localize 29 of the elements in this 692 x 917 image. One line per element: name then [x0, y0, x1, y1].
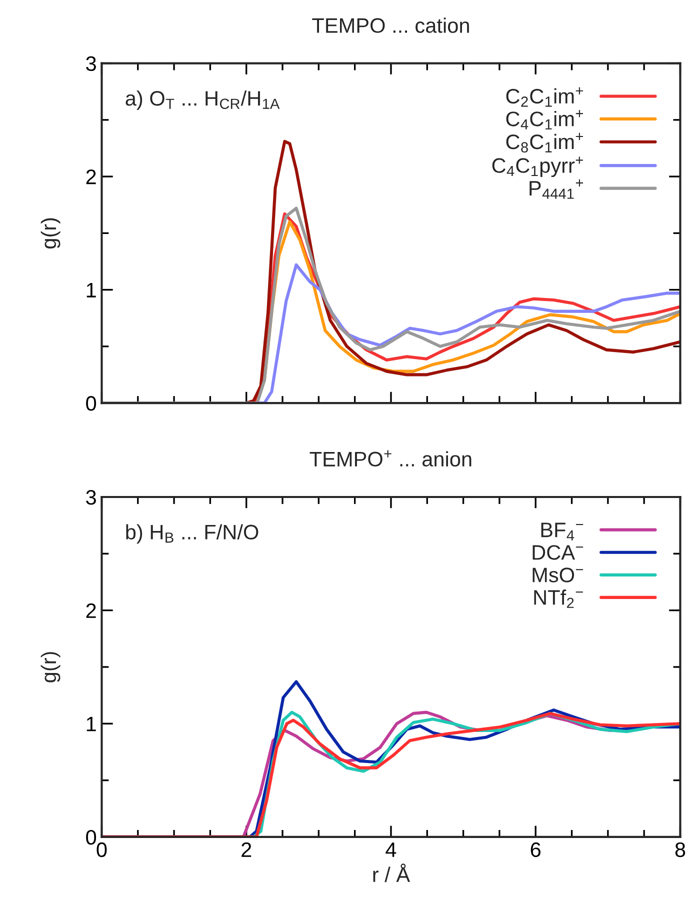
legend-label: NTf$_{2}$$^{−}$	[534, 590, 583, 608]
y-tick-label: 2	[86, 170, 96, 184]
annotation: b) H$_{B}$ ... F/N/O	[126, 524, 258, 544]
y-tick-label: 3	[86, 490, 96, 505]
x-axis-title: r / Å	[373, 864, 410, 882]
legend-label: C$_{2}$C$_{1}$im$^{+}$	[506, 87, 584, 107]
legend-label: C$_{4}$C$_{1}$im$^{+}$	[506, 110, 584, 130]
y-tick-label: 0	[86, 396, 96, 411]
chart-title: TEMPO ... cation	[312, 18, 469, 33]
x-tick-label: 2	[242, 842, 252, 857]
y-axis-title: g(r)	[40, 652, 60, 682]
y-tick-label: 1	[86, 716, 96, 732]
x-tick-label: 8	[675, 842, 686, 858]
y-axis-title: g(r)	[40, 218, 60, 248]
legend-label: MsO$^{−}$	[532, 568, 584, 582]
legend-label: DCA$^{−}$	[532, 545, 584, 560]
y-tick-label: 2	[86, 603, 96, 618]
y-tick-label: 1	[86, 282, 96, 298]
x-tick-label: 6	[530, 842, 540, 858]
y-tick-label: 3	[86, 56, 96, 72]
x-tick-label: 0	[96, 842, 107, 858]
legend-label: C$_{8}$C$_{1}$im$^{+}$	[506, 132, 584, 152]
legend-label: C$_{4}$C$_{1}$pyrr$^{+}$	[492, 156, 583, 178]
chart-title: TEMPO$^{+}$ ... anion	[310, 450, 472, 467]
legend-label: P$_{4441}$$^{+}$	[530, 179, 584, 199]
annotation: a) O$_{T}$ ... H$_{CR}$/H$_{1A}$	[126, 90, 280, 110]
x-tick-label: 4	[386, 842, 396, 857]
legend-label: BF$_{4}$$^{−}$	[541, 522, 584, 540]
y-tick-label: 0	[86, 830, 96, 845]
